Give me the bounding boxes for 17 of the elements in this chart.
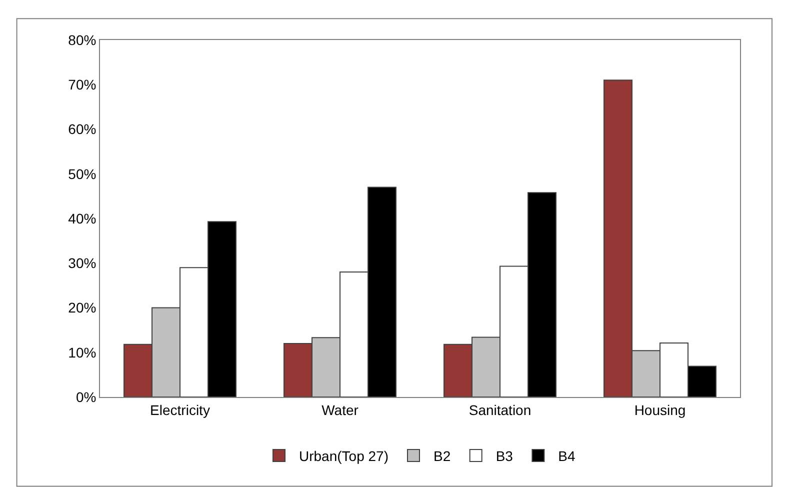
legend-label: B4 [558,448,576,464]
y-tick-label: 30% [68,255,96,272]
x-tick-label: Housing [634,402,686,418]
y-tick-label: 0% [76,388,96,405]
y-tick-label: 20% [68,300,96,316]
y-tick-label: 50% [68,166,96,182]
legend-label: B3 [496,448,514,464]
x-tick-label: Sanitation [468,402,532,418]
x-tick-label: Water [322,402,359,418]
y-tick-label: 80% [68,32,96,48]
x-tick-label: Electricity [150,402,210,418]
y-tick-label: 60% [68,121,96,138]
y-tick-label: 70% [68,76,96,93]
y-tick-label: 40% [68,210,96,226]
legend-label: Urban(Top 27) [299,448,388,464]
y-tick-label: 10% [68,344,96,360]
legend-label: B2 [434,448,451,464]
